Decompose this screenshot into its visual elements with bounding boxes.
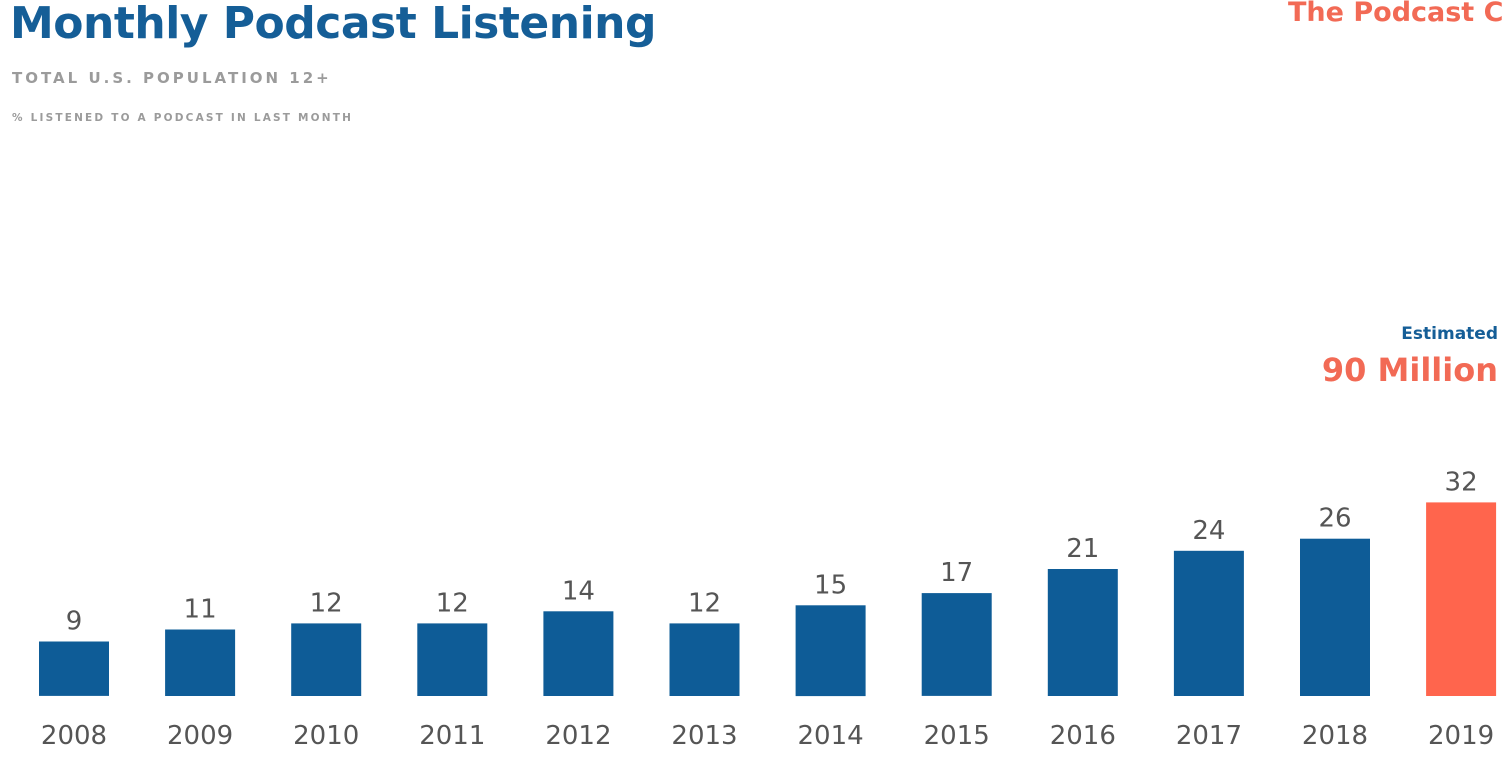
x-tick-2012: 2012 [545,721,611,751]
bar-2016 [1047,569,1118,696]
data-label-2009: 11 [184,595,217,625]
x-tick-2010: 2010 [293,721,359,751]
bar-2012 [543,611,614,696]
x-tick-2019: 2019 [1428,721,1494,751]
data-label-2011: 12 [436,588,469,618]
data-label-2008: 9 [66,607,83,637]
bar-2011 [417,623,488,696]
bar-2014 [795,605,866,697]
data-label-2019: 32 [1445,467,1478,497]
x-tick-2016: 2016 [1050,721,1116,751]
bar-2009 [165,629,236,696]
bar-2013 [669,623,740,696]
brand-logo-text: The Podcast C [1288,0,1504,28]
chart-title: Monthly Podcast Listening [10,0,656,49]
chart-subtitle: TOTAL U.S. POPULATION 12+ [12,69,332,87]
bar-2018 [1300,538,1370,696]
bar-2015 [921,593,992,696]
metric-label: % LISTENED TO A PODCAST IN LAST MONTH [12,112,354,124]
data-label-2018: 26 [1318,504,1351,534]
data-label-2013: 12 [688,588,721,618]
data-label-2017: 24 [1192,516,1225,546]
bar-2019 [1426,502,1497,696]
estimated-label: Estimated [1401,324,1498,344]
data-label-2012: 14 [562,576,595,606]
x-tick-2009: 2009 [167,721,233,751]
x-tick-2017: 2017 [1176,721,1242,751]
bar-2017 [1173,550,1244,696]
x-tick-2013: 2013 [671,721,737,751]
estimated-value: 90 Million [1321,351,1498,389]
x-tick-2014: 2014 [798,721,864,751]
x-tick-2008: 2008 [41,721,107,751]
data-label-2015: 17 [940,558,973,588]
data-label-2014: 15 [814,570,847,600]
x-tick-2018: 2018 [1302,721,1368,751]
x-tick-2015: 2015 [924,721,990,751]
data-label-2016: 21 [1066,534,1099,564]
data-label-2010: 12 [310,588,343,618]
bar-2008 [39,641,109,696]
bar-2010 [291,623,362,696]
x-tick-2011: 2011 [419,721,485,751]
